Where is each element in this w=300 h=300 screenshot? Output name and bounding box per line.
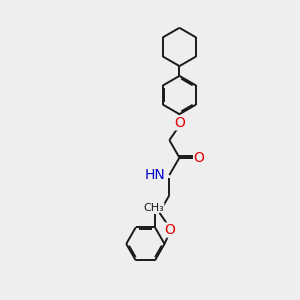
Text: O: O [194, 151, 205, 165]
Text: O: O [164, 223, 175, 237]
Text: HN: HN [145, 168, 166, 182]
Text: O: O [174, 116, 185, 130]
Text: CH₃: CH₃ [143, 202, 164, 213]
